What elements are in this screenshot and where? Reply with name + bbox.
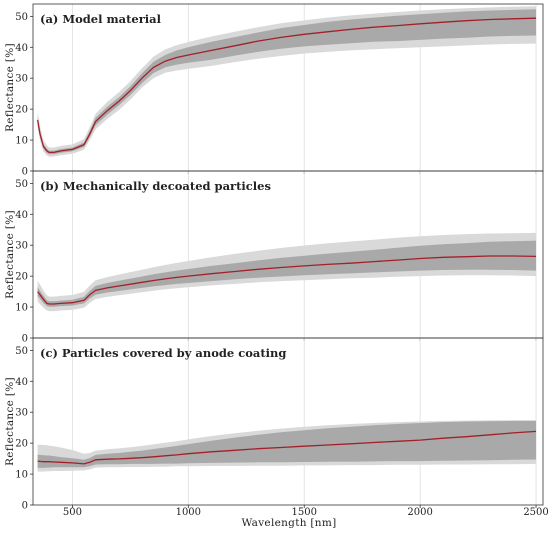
y-tick-label: 40 (15, 43, 28, 54)
inner-band (37, 9, 536, 155)
outer-band (37, 6, 536, 157)
panel-plot-area (37, 420, 537, 472)
mean-line (36, 17, 537, 154)
panel-1: 0 10 20 30 40 50 (a) Model material Reflectance… (4, 3, 544, 178)
y-tick-label: 40 (15, 210, 28, 221)
x-axis-label: Wavelength [nm] (241, 517, 336, 529)
panels: 0 10 20 30 40 50 (a) Model material Reflectance… (4, 3, 549, 518)
y-tick-label: 10 (15, 136, 28, 147)
y-tick-label: 30 (15, 241, 28, 252)
x-tick-label: 500 (63, 507, 82, 518)
x-tick-label: 1000 (176, 507, 201, 518)
x-tick-label: 2500 (523, 507, 548, 518)
inner-band (37, 240, 536, 307)
panel-2: 0 10 20 30 40 50 (b) Mechanically decoated par… (4, 170, 544, 345)
y-tick-label: 30 (15, 74, 28, 85)
panel-title: (c) Particles covered by anode coating (40, 346, 286, 360)
y-tick-label: 50 (15, 346, 28, 357)
y-tick-label: 20 (15, 272, 28, 283)
y-tick-label: 40 (15, 377, 28, 388)
panel-plot-area (36, 6, 537, 157)
panel-3: 0 10 20 30 40 50 500 1000 1500 2000 2500 (c) Partic… (4, 337, 549, 518)
y-tick-label: 30 (15, 408, 28, 419)
y-tick-label: 50 (15, 12, 28, 23)
y-axis-label: Reflectance [%] (4, 43, 16, 132)
y-tick-label: 0 (22, 501, 28, 512)
y-axis-label: Reflectance [%] (4, 377, 16, 466)
y-axis-label: Reflectance [%] (4, 210, 16, 299)
y-tick-label: 20 (15, 105, 28, 116)
x-tick-label: 1500 (292, 507, 317, 518)
panel-frame (32, 337, 544, 506)
y-tick-label: 20 (15, 439, 28, 450)
mean-line (37, 430, 537, 465)
mean-line (37, 255, 537, 305)
x-tick-label: 2000 (407, 507, 432, 518)
y-tick-label: 0 (22, 334, 28, 345)
y-tick-label: 10 (15, 303, 28, 314)
panel-title: (a) Model material (40, 12, 162, 26)
panel-plot-area (37, 232, 537, 312)
panel-title: (b) Mechanically decoated particles (40, 179, 271, 193)
y-tick-label: 0 (22, 167, 28, 178)
y-tick-label: 50 (15, 179, 28, 190)
y-tick-label: 10 (15, 470, 28, 481)
